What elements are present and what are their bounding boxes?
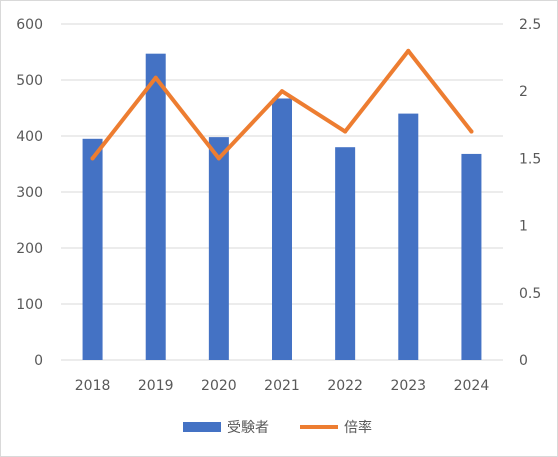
line-series xyxy=(90,48,474,161)
legend-label-bars: 受験者 xyxy=(227,420,269,436)
x-axis: 2018 2019 2020 2021 2022 2023 2024 xyxy=(75,378,490,394)
line-point xyxy=(90,156,95,161)
x-tick-label: 2023 xyxy=(390,378,426,394)
y-right-tick-label: 2 xyxy=(519,84,528,100)
x-tick-label: 2018 xyxy=(75,378,111,394)
y-left-tick-label: 500 xyxy=(16,73,43,89)
bar xyxy=(145,53,166,361)
line-point xyxy=(216,156,221,161)
y-left-tick-label: 200 xyxy=(16,241,43,257)
y-right-tick-label: 0.5 xyxy=(519,286,541,302)
line-point xyxy=(406,48,411,53)
line-point xyxy=(469,129,474,134)
y-left-tick-label: 0 xyxy=(34,353,43,369)
bar xyxy=(272,98,292,360)
y-left-tick-label: 300 xyxy=(16,185,43,201)
y-right-tick-label: 0 xyxy=(519,353,528,369)
y-right-tick-label: 2.5 xyxy=(519,17,541,33)
legend-label-line: 倍率 xyxy=(344,419,372,436)
y-left-tick-label: 100 xyxy=(16,297,43,313)
bar xyxy=(335,147,356,360)
line-point xyxy=(343,129,348,134)
y-right-tick-label: 1.5 xyxy=(519,151,541,167)
legend: 受験者 倍率 xyxy=(183,419,372,436)
bar xyxy=(208,137,229,360)
y-axis-right: 0 0.5 1 1.5 2 2.5 xyxy=(519,17,541,369)
x-tick-label: 2019 xyxy=(138,378,174,394)
legend-swatch-bars xyxy=(183,422,221,432)
y-axis-left: 0 100 200 300 400 500 600 xyxy=(16,17,43,369)
x-tick-label: 2024 xyxy=(454,378,490,394)
line-point xyxy=(153,75,158,80)
line-point xyxy=(280,89,284,94)
y-left-tick-label: 400 xyxy=(16,129,43,145)
bar xyxy=(398,113,419,360)
bar xyxy=(82,138,103,360)
bar xyxy=(461,153,482,360)
x-tick-label: 2022 xyxy=(327,378,363,394)
y-left-tick-label: 600 xyxy=(16,17,43,33)
x-tick-label: 2020 xyxy=(201,378,237,394)
bar-series xyxy=(82,53,482,361)
x-tick-label: 2021 xyxy=(264,378,300,394)
y-right-tick-label: 1 xyxy=(519,219,528,235)
